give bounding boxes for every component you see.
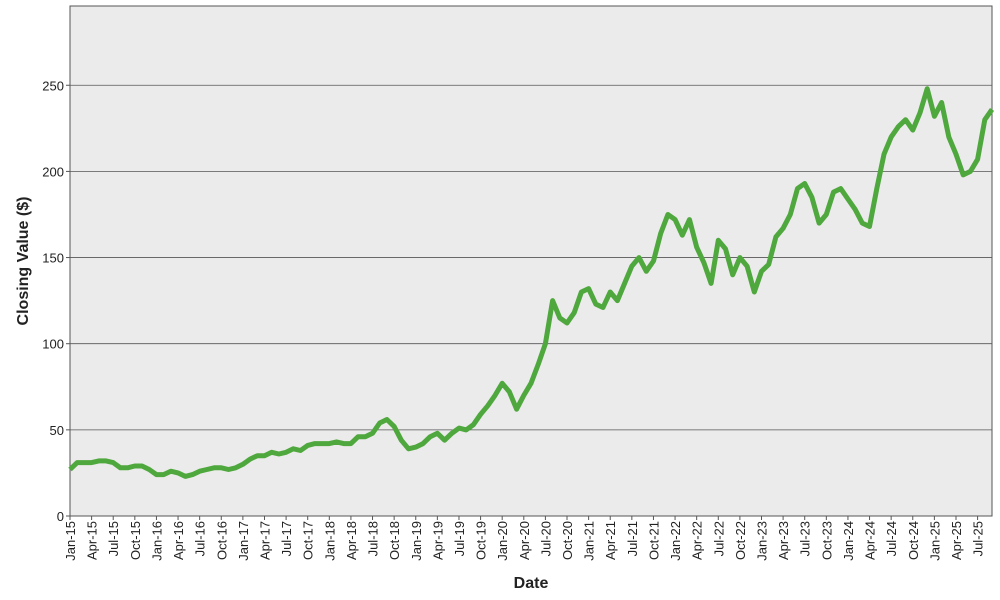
x-tick-label: Oct-23 bbox=[819, 521, 834, 560]
x-tick-label: Jan-24 bbox=[841, 521, 856, 561]
x-tick-label: Jul-24 bbox=[884, 521, 899, 556]
x-tick-label: Apr-18 bbox=[344, 521, 359, 560]
data-line bbox=[68, 86, 995, 479]
x-tick-label: Jan-23 bbox=[755, 521, 770, 561]
plot-area bbox=[69, 5, 993, 517]
x-tick-label: Oct-20 bbox=[560, 521, 575, 560]
x-tick-label: Apr-15 bbox=[85, 521, 100, 560]
x-tick-label: Jul-21 bbox=[625, 521, 640, 556]
y-tick-label: 150 bbox=[42, 251, 64, 266]
x-tick-label: Jan-16 bbox=[149, 521, 164, 561]
x-tick-label: Oct-21 bbox=[646, 521, 661, 560]
x-tick-label: Jul-18 bbox=[366, 521, 381, 556]
x-tick-label: Oct-16 bbox=[214, 521, 229, 560]
y-tick-label: 100 bbox=[42, 337, 64, 352]
x-tick-label: Apr-23 bbox=[776, 521, 791, 560]
x-axis-title: Date bbox=[514, 575, 549, 592]
x-tick-label: Apr-24 bbox=[863, 521, 878, 560]
x-tick-label: Jan-21 bbox=[582, 521, 597, 561]
x-tick-label: Oct-17 bbox=[301, 521, 316, 560]
x-tick-label: Jan-22 bbox=[668, 521, 683, 561]
x-tick-label: Apr-25 bbox=[949, 521, 964, 560]
x-tick-label: Apr-17 bbox=[257, 521, 272, 560]
x-tick-label: Apr-22 bbox=[690, 521, 705, 560]
x-tick-label: Jul-15 bbox=[106, 521, 121, 556]
x-tick-label: Apr-20 bbox=[517, 521, 532, 560]
x-tick-label: Jul-17 bbox=[279, 521, 294, 556]
x-tick-label: Apr-19 bbox=[430, 521, 445, 560]
x-tick-label: Oct-19 bbox=[474, 521, 489, 560]
y-tick-label: 250 bbox=[42, 78, 64, 93]
x-tick-label: Jan-15 bbox=[63, 521, 78, 561]
x-tick-label: Jan-25 bbox=[927, 521, 942, 561]
x-tick-label: Apr-16 bbox=[171, 521, 186, 560]
x-tick-label: Jan-17 bbox=[236, 521, 251, 561]
y-tick-label: 200 bbox=[42, 164, 64, 179]
x-tick-label: Jul-20 bbox=[538, 521, 553, 556]
x-tick-label: Apr-21 bbox=[603, 521, 618, 560]
y-tick-label: 50 bbox=[50, 423, 64, 438]
x-tick-label: Jul-19 bbox=[452, 521, 467, 556]
x-tick-label: Jul-25 bbox=[971, 521, 986, 556]
x-tick-label: Oct-22 bbox=[733, 521, 748, 560]
x-tick-label: Jul-22 bbox=[711, 521, 726, 556]
y-axis-title: Closing Value ($) bbox=[15, 197, 32, 326]
x-tick-label: Jan-18 bbox=[322, 521, 337, 561]
x-tick-label: Oct-15 bbox=[128, 521, 143, 560]
y-tick-label: 0 bbox=[57, 509, 64, 524]
x-tick-label: Jul-16 bbox=[193, 521, 208, 556]
x-tick-label: Jan-20 bbox=[495, 521, 510, 561]
x-tick-label: Oct-18 bbox=[387, 521, 402, 560]
x-tick-label: Jan-19 bbox=[409, 521, 424, 561]
x-tick-label: Oct-24 bbox=[906, 521, 921, 560]
x-tick-label: Jul-23 bbox=[798, 521, 813, 556]
